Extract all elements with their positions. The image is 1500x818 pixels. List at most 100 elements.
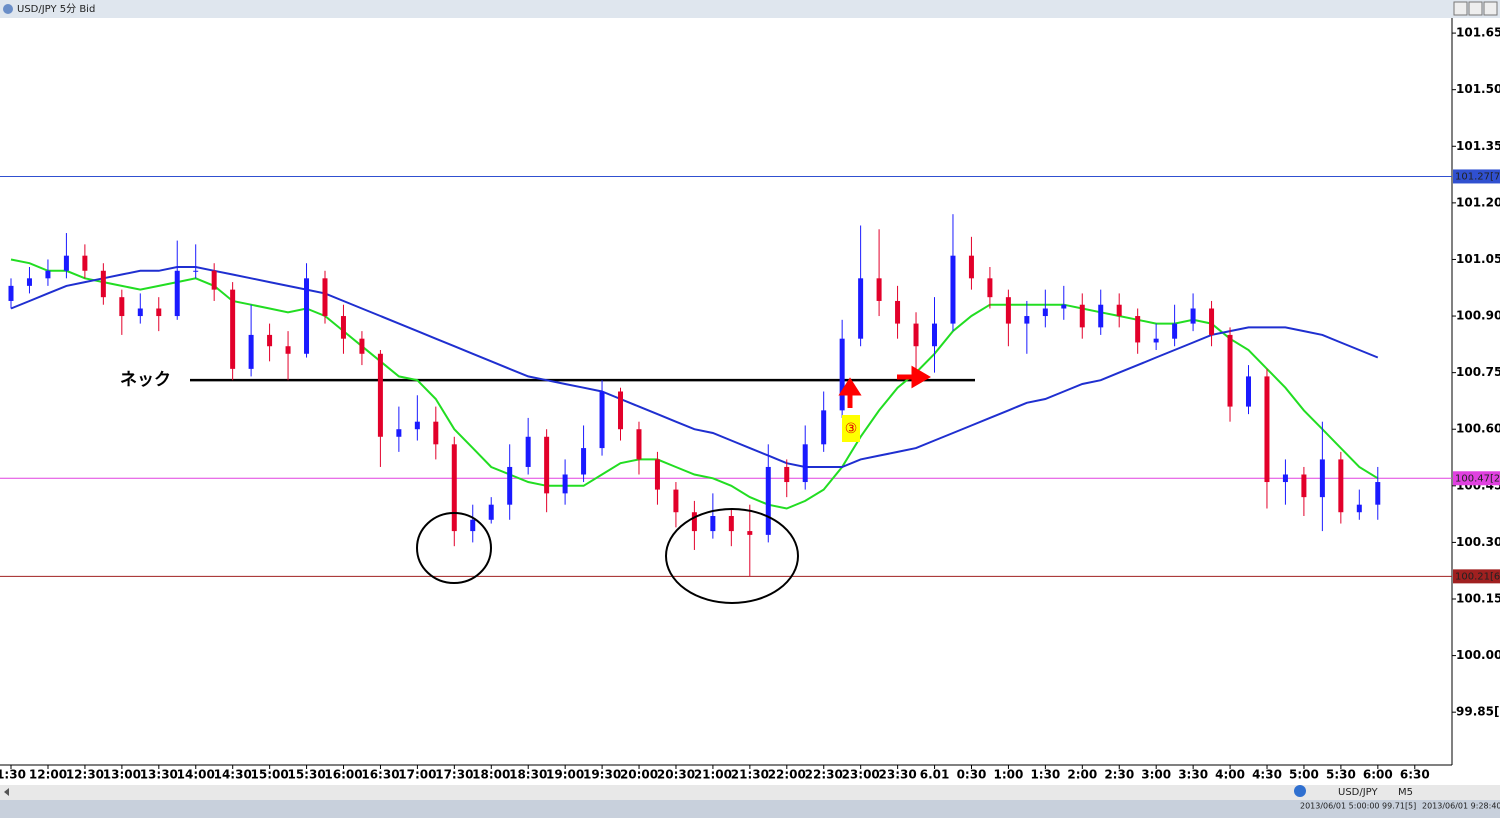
- status-bar-info: 2013/06/01 5:00:00 99.71[5]: [1300, 802, 1416, 811]
- y-tick-label: 101.05[0: [1456, 252, 1500, 266]
- y-tick-label: 100.30[0: [1456, 535, 1500, 549]
- candle-body: [377, 353, 383, 437]
- x-tick-label: 14:30: [214, 768, 252, 782]
- scrollbar[interactable]: [0, 785, 1500, 800]
- candle-body: [285, 346, 291, 354]
- y-tick-label: 100.90[0: [1456, 309, 1500, 323]
- candle-body: [636, 429, 642, 460]
- x-tick-label: 1:30: [0, 768, 26, 782]
- window-title: USD/JPY 5分 Bid: [17, 3, 95, 15]
- candle-body: [765, 466, 771, 535]
- x-tick-label: 6:30: [1400, 768, 1430, 782]
- x-tick-label: 17:00: [398, 768, 436, 782]
- x-tick-label: 12:00: [29, 768, 67, 782]
- x-tick-label: 13:00: [103, 768, 141, 782]
- annotation-box: [842, 415, 860, 442]
- candle-body: [470, 519, 476, 532]
- candle-body: [414, 421, 420, 430]
- candle-body: [932, 323, 937, 347]
- candle-body: [211, 270, 217, 290]
- y-tick-label: 100.75[0: [1456, 365, 1500, 379]
- candle-body: [876, 278, 882, 301]
- moving-average: [10, 266, 1379, 468]
- price-tag: [1453, 471, 1500, 486]
- candle-body: [507, 466, 513, 505]
- y-tick-label: 100.60[0: [1456, 422, 1500, 436]
- scroll-left[interactable]: [4, 788, 9, 796]
- x-tick-label: 15:00: [251, 768, 289, 782]
- candle-body: [895, 300, 901, 324]
- candle-body: [1190, 308, 1196, 324]
- x-tick-label: 21:30: [731, 768, 769, 782]
- candle-body: [821, 410, 827, 445]
- candle-body: [728, 516, 734, 532]
- price-tag-label: 101.27[7: [1455, 171, 1500, 182]
- y-tick-label: 101.35[0: [1456, 139, 1500, 153]
- candle-body: [858, 278, 864, 339]
- status-clock: 2013/06/01 9:28:40: [1422, 802, 1500, 811]
- candle-body: [784, 466, 790, 483]
- moving-average: [10, 258, 1379, 510]
- candle-body: [156, 308, 162, 317]
- x-tick-label: 22:00: [768, 768, 806, 782]
- x-tick-label: 18:30: [509, 768, 547, 782]
- status-symbol: USD/JPY: [1338, 787, 1378, 798]
- candle-body: [1209, 308, 1215, 335]
- candle-body: [544, 436, 550, 494]
- x-tick-label: 1:30: [1030, 768, 1060, 782]
- status-bar: [0, 800, 1500, 818]
- close-button[interactable]: [1483, 1, 1498, 16]
- candle-body: [673, 489, 679, 513]
- x-tick-label: 21:00: [694, 768, 732, 782]
- candle-body: [100, 270, 106, 298]
- candle-body: [451, 444, 457, 532]
- y-tick-label: 101.20[0: [1456, 195, 1500, 209]
- price-tag: [1453, 569, 1500, 584]
- x-tick-label: 20:00: [620, 768, 658, 782]
- candle-body: [340, 316, 346, 339]
- candle-body: [839, 338, 845, 411]
- right-arrow: [897, 365, 931, 389]
- candle-body: [802, 444, 808, 483]
- candle-body: [1098, 304, 1104, 328]
- x-tick-label: 23:30: [879, 768, 917, 782]
- candle-body: [359, 338, 365, 354]
- candle-body: [1153, 338, 1159, 343]
- candle-body: [913, 323, 919, 347]
- x-tick-label: 16:30: [361, 768, 399, 782]
- bottom-circle: [416, 512, 492, 584]
- candle-body: [119, 297, 125, 317]
- candle-body: [1005, 297, 1011, 324]
- price-tag: [1453, 169, 1500, 184]
- candle-body: [691, 512, 697, 532]
- candle-body: [1356, 504, 1362, 513]
- up-arrow: [838, 377, 862, 408]
- candle-body: [1024, 316, 1030, 324]
- x-tick-label: 20:30: [657, 768, 695, 782]
- title-bar: [0, 0, 1500, 18]
- x-tick-label: 22:30: [805, 768, 843, 782]
- candle-body: [525, 436, 531, 467]
- x-tick-label: 19:00: [546, 768, 584, 782]
- candle-body: [230, 289, 236, 369]
- candle-body: [137, 308, 143, 317]
- candle-body: [1264, 376, 1270, 483]
- candle-body: [82, 255, 88, 271]
- candle-body: [747, 531, 753, 535]
- candle-body: [248, 334, 254, 369]
- x-tick-label: 23:00: [842, 768, 880, 782]
- candle-body: [1116, 304, 1122, 317]
- y-tick-label: 101.65[0: [1456, 26, 1500, 40]
- candle-body: [1061, 304, 1067, 309]
- candle-body: [433, 421, 439, 445]
- app-icon: [3, 4, 13, 14]
- x-tick-label: 2:30: [1104, 768, 1134, 782]
- maximize-button[interactable]: [1468, 1, 1483, 16]
- minimize-button[interactable]: [1453, 1, 1468, 16]
- x-tick-label: 5:30: [1326, 768, 1356, 782]
- y-tick-label: 100.00[0: [1456, 648, 1500, 662]
- x-tick-label: 4:00: [1215, 768, 1245, 782]
- candle-body: [581, 448, 587, 475]
- x-tick-label: 13:30: [140, 768, 178, 782]
